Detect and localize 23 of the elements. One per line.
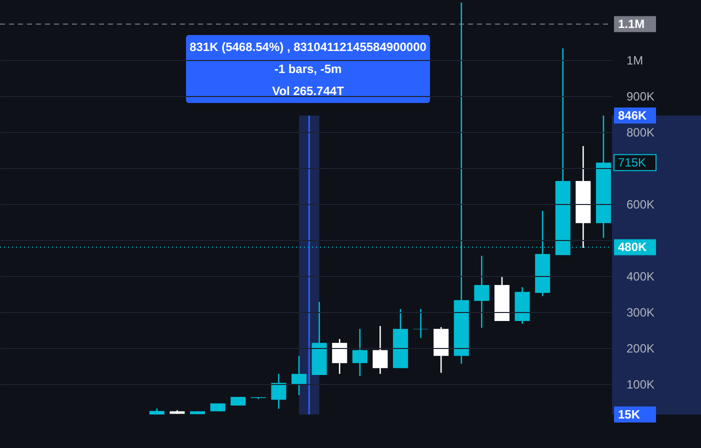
- y-tick-label: 600K: [626, 198, 655, 212]
- candlestick: [372, 325, 388, 375]
- y-tick-label: 400K: [626, 269, 655, 284]
- annotation: -1 bars, -5m: [274, 62, 342, 76]
- candlestick: [291, 355, 307, 396]
- candlestick: [474, 255, 490, 328]
- ref-line-label: 1.1M: [618, 17, 645, 32]
- text: 846K: [618, 108, 648, 123]
- annotation: Vol 265.744T: [272, 84, 345, 98]
- candlestick: [271, 373, 286, 410]
- y-tick-label: 100K: [626, 377, 655, 392]
- y-tick-label: 800K: [626, 126, 655, 140]
- candlestick: [413, 308, 428, 339]
- ref-line-label: 480K: [618, 240, 648, 254]
- y-tick-label: 200K: [626, 341, 655, 356]
- candlestick: [332, 338, 348, 375]
- candlestick: [352, 328, 368, 377]
- y-tick-label: 900K: [626, 90, 655, 104]
- text: 715K: [618, 156, 646, 170]
- y-tick-label: 300K: [626, 305, 655, 320]
- text: 15K: [618, 408, 640, 422]
- annotation: 831K (5468.54%) , 83104112145584900000: [190, 40, 427, 54]
- y-tick-label: 1M: [626, 54, 644, 68]
